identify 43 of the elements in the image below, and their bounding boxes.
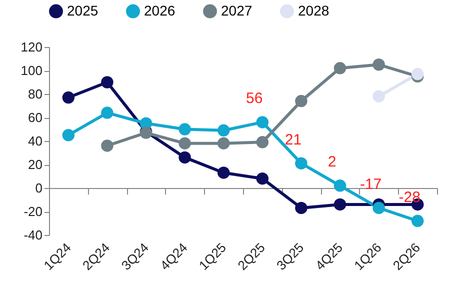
data-label: 2	[328, 154, 336, 171]
y-tick-label: -40	[24, 228, 42, 242]
point	[62, 129, 75, 142]
legend-label: 2027	[221, 2, 252, 18]
point	[217, 166, 230, 179]
point	[334, 198, 346, 211]
point	[217, 124, 230, 137]
y-tick-label: 20	[28, 157, 42, 172]
point	[256, 136, 269, 148]
point	[372, 202, 385, 214]
point	[372, 58, 385, 71]
y-tick-label: 60	[28, 110, 42, 125]
data-label: 21	[284, 131, 302, 148]
point	[411, 68, 424, 80]
y-tick-label: 100	[20, 63, 42, 78]
point	[256, 172, 269, 185]
y-tick-label: 40	[28, 134, 42, 148]
point	[178, 151, 191, 164]
point	[295, 202, 308, 214]
point	[295, 157, 308, 170]
point	[411, 214, 424, 228]
point	[334, 62, 346, 74]
point	[101, 76, 114, 88]
legend-label: 2028	[298, 2, 330, 18]
point	[217, 137, 230, 150]
data-label: -28	[398, 188, 420, 206]
point	[256, 116, 269, 128]
legend-label: 2025	[67, 2, 98, 18]
point	[101, 140, 114, 152]
point	[178, 123, 191, 136]
point	[295, 94, 308, 108]
y-tick-label: 0	[35, 180, 42, 196]
y-tick-label: 80	[28, 86, 42, 102]
point	[101, 106, 114, 119]
point	[334, 180, 346, 192]
point	[178, 137, 191, 150]
data-label: -17	[360, 176, 382, 193]
y-tick-label: 120	[20, 40, 42, 54]
point	[372, 90, 385, 102]
data-label: 56	[246, 90, 263, 108]
y-tick-label: -20	[24, 204, 42, 219]
point	[62, 91, 75, 104]
legend-label: 2026	[144, 2, 176, 18]
